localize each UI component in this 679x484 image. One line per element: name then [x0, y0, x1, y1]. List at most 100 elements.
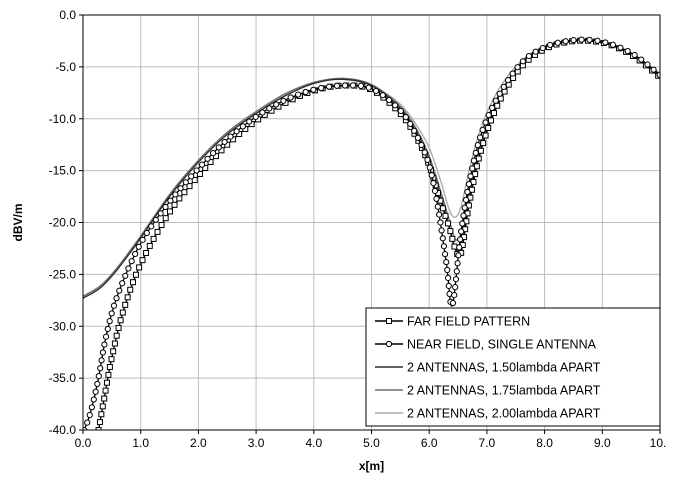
- data-point-circle: [318, 84, 325, 92]
- data-point-circle: [570, 37, 577, 44]
- data-point-circle: [233, 128, 240, 135]
- data-point-circle: [440, 243, 448, 250]
- data-point-circle: [554, 39, 561, 46]
- data-point-circle: [94, 380, 101, 388]
- data-point-circle: [479, 126, 486, 133]
- data-point-circle: [428, 172, 435, 179]
- x-tick-label: 3.0: [248, 436, 265, 450]
- data-point-circle: [92, 388, 99, 395]
- data-point-circle: [204, 155, 211, 162]
- data-point-circle: [426, 164, 433, 171]
- data-point-circle: [539, 44, 546, 52]
- y-axis-title: dBV/m: [11, 203, 25, 241]
- data-point-circle: [97, 365, 104, 372]
- data-point-circle: [476, 134, 484, 141]
- data-point-circle: [444, 266, 451, 274]
- data-point-circle: [451, 292, 458, 299]
- data-point-circle: [617, 44, 624, 51]
- x-axis-title: x[m]: [359, 459, 384, 473]
- data-point-circle: [433, 195, 440, 202]
- data-point-square: [96, 419, 103, 426]
- data-point-circle: [547, 41, 554, 49]
- data-point-square: [181, 189, 188, 196]
- data-point-square: [113, 332, 120, 339]
- data-point-square: [103, 379, 110, 386]
- data-point-circle: [650, 66, 657, 73]
- data-point-square: [490, 110, 497, 117]
- legend-label: NEAR FIELD, SINGLE ANTENNA: [407, 338, 597, 352]
- data-point-circle: [496, 90, 503, 97]
- data-point-circle: [88, 404, 95, 411]
- data-point-square: [196, 170, 203, 177]
- data-point-circle: [259, 109, 266, 116]
- x-tick-label: 9.0: [594, 436, 611, 450]
- data-point-circle: [116, 287, 123, 294]
- data-point-square: [186, 183, 193, 190]
- data-point-circle: [532, 48, 539, 55]
- data-point-circle: [578, 36, 585, 43]
- data-point-circle: [519, 58, 527, 65]
- data-point-circle: [452, 276, 460, 283]
- data-point-square: [98, 411, 105, 418]
- x-tick-label: 1.0: [132, 436, 149, 450]
- data-point-square: [111, 340, 118, 347]
- data-point-circle: [470, 157, 478, 164]
- data-point-circle: [221, 138, 228, 146]
- y-tick-label: -20.0: [49, 216, 77, 230]
- data-point-circle: [280, 97, 287, 104]
- data-point-circle: [434, 203, 441, 210]
- data-point-circle: [302, 88, 309, 96]
- data-point-circle: [110, 302, 118, 309]
- y-tick-label: -40.0: [49, 423, 77, 437]
- data-point-square: [386, 318, 392, 324]
- data-point-circle: [246, 118, 253, 125]
- data-point-circle: [102, 333, 110, 340]
- data-point-circle: [402, 114, 409, 121]
- data-point-square: [132, 271, 139, 278]
- data-point-square: [139, 257, 146, 264]
- data-point-circle: [438, 227, 445, 234]
- data-point-square: [136, 264, 143, 271]
- data-point-circle: [119, 280, 126, 287]
- data-point-circle: [525, 52, 533, 60]
- data-point-circle: [177, 185, 184, 192]
- data-point-circle: [421, 149, 428, 156]
- data-point-circle: [469, 165, 476, 172]
- data-point-square: [110, 348, 117, 355]
- data-point-square: [105, 371, 112, 378]
- data-point-circle: [509, 70, 516, 77]
- legend-item: NEAR FIELD, SINGLE ANTENNA: [375, 338, 597, 352]
- data-point-circle: [90, 396, 97, 403]
- data-point-circle: [95, 372, 102, 380]
- data-point-square: [167, 208, 174, 215]
- data-point-circle: [239, 123, 246, 130]
- data-point-circle: [108, 310, 115, 317]
- data-point-circle: [392, 102, 399, 109]
- data-point-square: [119, 309, 126, 316]
- data-point-circle: [386, 96, 393, 104]
- data-point-circle: [436, 211, 443, 218]
- data-point-square: [447, 228, 454, 235]
- data-point-square: [482, 132, 489, 139]
- y-tick-label: -5.0: [55, 60, 76, 74]
- data-point-circle: [411, 127, 418, 134]
- data-point-square: [102, 387, 109, 394]
- data-point-circle: [424, 156, 431, 163]
- data-point-square: [445, 220, 452, 227]
- data-point-circle: [414, 134, 422, 141]
- y-tick-label: 0.0: [59, 8, 76, 22]
- data-point-circle: [385, 340, 393, 348]
- legend: FAR FIELD PATTERN NEAR FIELD, SINGLE ANTE…: [365, 307, 661, 427]
- data-point-circle: [287, 94, 294, 101]
- data-point-square: [101, 395, 108, 402]
- x-tick-label: 4.0: [305, 436, 322, 450]
- data-point-circle: [624, 47, 631, 55]
- data-point-circle: [489, 104, 496, 111]
- x-tick-label: 5.0: [363, 436, 380, 450]
- data-point-circle: [456, 244, 463, 251]
- data-point-circle: [459, 220, 466, 227]
- data-point-circle: [101, 341, 108, 348]
- data-point-circle: [452, 284, 459, 291]
- data-point-square: [99, 403, 106, 410]
- data-point-circle: [485, 111, 492, 119]
